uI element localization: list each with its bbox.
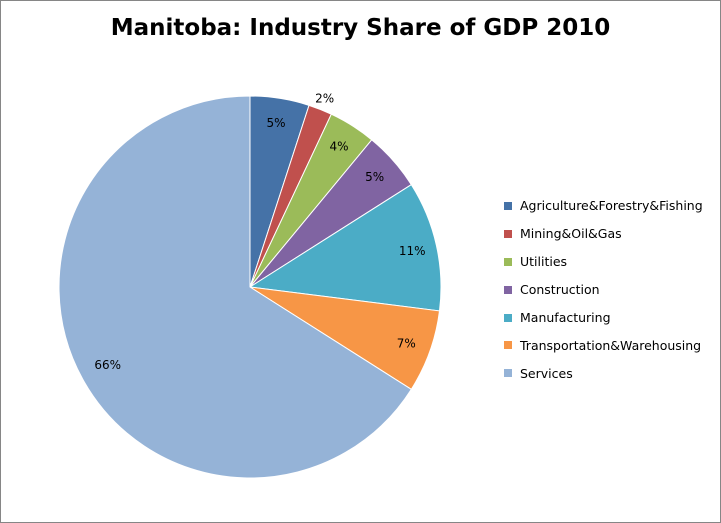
pie-data-labels: 5% 2% 4% 5% 11% 7% 66% — [94, 91, 425, 372]
data-label-manufacturing: 11% — [399, 244, 426, 258]
pie-slices — [58, 95, 442, 479]
legend-swatch — [504, 229, 512, 238]
chart-title: Manitoba: Industry Share of GDP 2010 — [110, 15, 611, 41]
legend-label: Agriculture&Forestry&Fishing — [520, 198, 703, 214]
legend-label: Manufacturing — [520, 310, 611, 325]
pie-slice-services — [58, 95, 412, 479]
data-label-utilities: 4% — [329, 140, 348, 154]
data-label-construction: 5% — [365, 170, 384, 184]
legend-label: Transportation&Warehousing — [520, 337, 702, 353]
legend-label: Utilities — [520, 254, 568, 270]
legend-swatch — [504, 257, 512, 266]
data-label-mining-oil-gas: 2% — [315, 91, 334, 105]
legend-item-construction: Construction — [504, 276, 703, 304]
legend-swatch — [504, 369, 512, 378]
data-label-agriculture-forestry-fishing: 5% — [266, 116, 285, 130]
legend-swatch — [504, 201, 512, 210]
legend-swatch — [504, 341, 512, 350]
legend-swatch — [504, 313, 512, 322]
legend: Agriculture&Forestry&Fishing Mining&Oil&G… — [504, 192, 703, 387]
data-label-services: 66% — [94, 358, 121, 372]
legend-label: Services — [520, 365, 573, 381]
legend-swatch — [504, 285, 512, 294]
legend-item-manufacturing: Manufacturing — [504, 304, 703, 332]
legend-item-services: Services — [504, 359, 703, 387]
pie-slice-manufacturing — [248, 183, 442, 312]
legend-item-transportation-warehousing: Transportation&Warehousing — [504, 331, 703, 359]
legend-label: Construction — [520, 282, 600, 298]
legend-item-agriculture-forestry-fishing: Agriculture&Forestry&Fishing — [504, 192, 703, 220]
legend-item-mining-oil-gas: Mining&Oil&Gas — [504, 220, 703, 248]
data-label-transportation-warehousing: 7% — [397, 336, 416, 350]
legend-label: Mining&Oil&Gas — [520, 226, 622, 242]
legend-item-utilities: Utilities — [504, 248, 703, 276]
